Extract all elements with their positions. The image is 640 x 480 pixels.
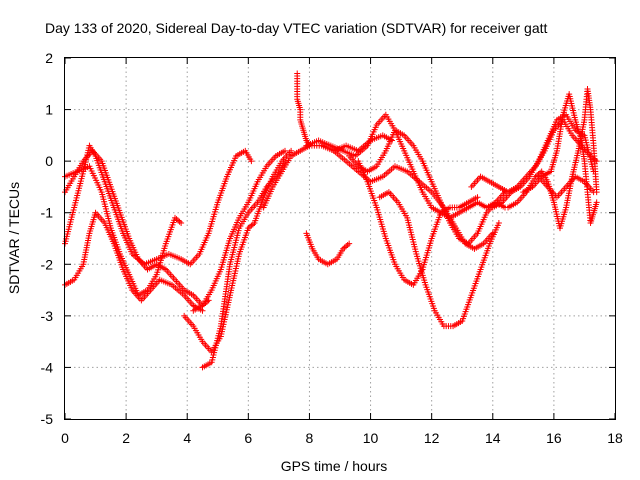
y-tick-label: -4 <box>41 359 54 375</box>
series-track-7 <box>190 147 288 314</box>
series-track-14 <box>355 158 481 288</box>
x-tick-label: 2 <box>122 430 130 446</box>
y-axis-label: SDTVAR / TECUs <box>6 182 22 294</box>
series-track-19 <box>520 91 600 227</box>
x-tick-labels: 0 2 4 6 8 10 12 14 16 18 <box>61 430 623 446</box>
data-point <box>248 158 255 165</box>
x-tick-label: 16 <box>546 430 562 446</box>
x-tick-label: 14 <box>485 430 501 446</box>
series-track-4 <box>62 163 185 299</box>
x-tick-label: 10 <box>363 430 379 446</box>
series-track-15 <box>376 189 502 330</box>
x-tick-label: 4 <box>183 430 191 446</box>
y-tick-label: 2 <box>45 50 53 66</box>
data-point <box>593 199 600 206</box>
data-points <box>62 70 600 371</box>
data-point <box>178 220 185 227</box>
chart-title: Day 133 of 2020, Sidereal Day-to-day VTE… <box>45 20 548 36</box>
y-tick-label: -1 <box>41 205 54 221</box>
data-point <box>288 147 295 154</box>
x-tick-label: 18 <box>607 430 623 446</box>
data-point <box>346 240 353 247</box>
series-track-17 <box>489 111 597 211</box>
series-track-10 <box>303 230 353 268</box>
y-tick-labels: -5 -4 -3 -2 -1 0 1 2 <box>41 50 54 427</box>
data-point <box>590 189 597 196</box>
x-axis-label: GPS time / hours <box>281 458 388 474</box>
data-point <box>474 194 481 201</box>
y-tick-label: -5 <box>41 411 54 427</box>
series-track-3 <box>62 209 206 314</box>
x-tick-label: 12 <box>424 430 440 446</box>
data-point <box>199 307 206 314</box>
x-tick-label: 8 <box>306 430 314 446</box>
series-track-9 <box>294 70 313 149</box>
data-point <box>495 220 502 227</box>
plot-frame <box>64 57 616 420</box>
series-track-20 <box>535 173 597 201</box>
y-tick-label: 0 <box>45 153 53 169</box>
y-tick-label: 1 <box>45 102 53 118</box>
series-track-2 <box>62 147 212 309</box>
grid <box>65 58 615 419</box>
data-point <box>282 147 288 154</box>
series-track-6 <box>199 158 288 371</box>
series-track-1 <box>62 142 255 268</box>
series-track-18 <box>505 85 600 232</box>
y-tick-label: -2 <box>41 256 54 272</box>
x-tick-label: 6 <box>244 430 252 446</box>
series-track-11 <box>303 111 508 221</box>
axis-ticks <box>64 57 616 420</box>
x-tick-label: 0 <box>61 430 69 446</box>
y-tick-label: -3 <box>41 308 54 324</box>
